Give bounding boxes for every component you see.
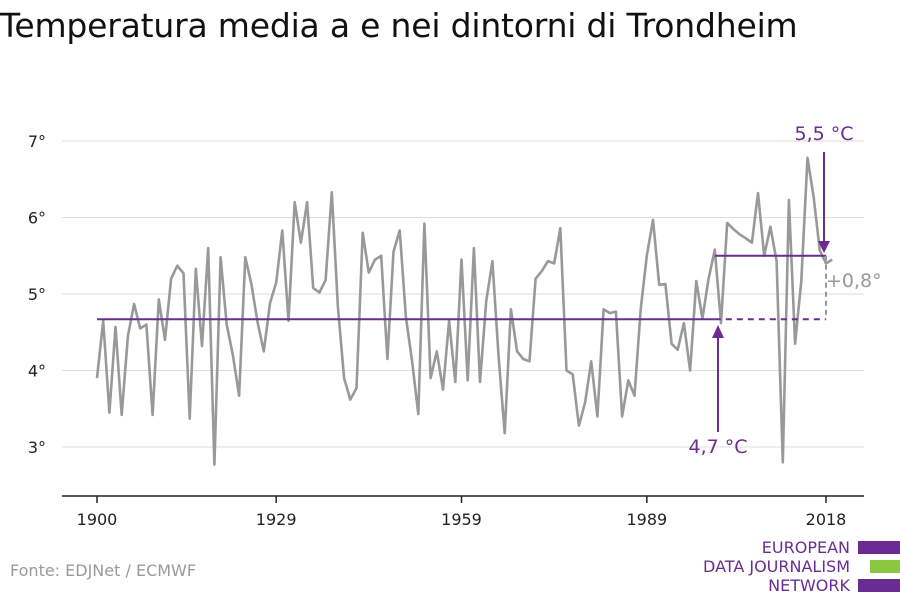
logo-bar-1 <box>858 541 900 554</box>
recent-average-label: 5,5 °C <box>794 123 853 145</box>
x-tick-label: 2018 <box>806 510 847 529</box>
x-tick-label: 1929 <box>256 510 297 529</box>
x-tick-label: 1989 <box>626 510 667 529</box>
baseline-average-label: 4,7 °C <box>688 436 747 458</box>
temperature-series-line <box>95 156 833 466</box>
y-tick-label: 3° <box>28 438 46 457</box>
y-tick-label: 5° <box>28 285 46 304</box>
y-tick-label: 7° <box>28 132 46 151</box>
baseline-average-arrow-head <box>712 325 724 338</box>
y-tick-label: 6° <box>28 209 46 228</box>
y-tick-label: 4° <box>28 362 46 381</box>
logo-line-3: NETWORK <box>768 576 850 595</box>
reference-lines <box>97 254 827 321</box>
x-tick-label: 1900 <box>77 510 118 529</box>
annotations: 5,5 °C 4,7 °C +0,8° <box>688 123 881 458</box>
difference-label: +0,8° <box>826 270 882 292</box>
logo-bar-3 <box>858 579 900 592</box>
x-ticks: 1900 1929 1959 1989 2018 <box>77 496 847 529</box>
x-tick-label: 1959 <box>441 510 482 529</box>
logo-bar-2 <box>870 560 900 573</box>
logo-line-2: DATA JOURNALISM <box>703 557 850 576</box>
recent-average-arrow-head <box>818 241 830 253</box>
series <box>95 156 833 466</box>
source-credit: Fonte: EDJNet / ECMWF <box>10 561 197 580</box>
y-tick-labels: 3° 4° 5° 6° 7° <box>28 132 46 457</box>
logo-line-1: EUROPEAN <box>761 538 850 557</box>
edjnet-logo: EUROPEAN DATA JOURNALISM NETWORK <box>700 538 900 600</box>
chart-title: Temperatura media a e nei dintorni di Tr… <box>0 6 798 45</box>
